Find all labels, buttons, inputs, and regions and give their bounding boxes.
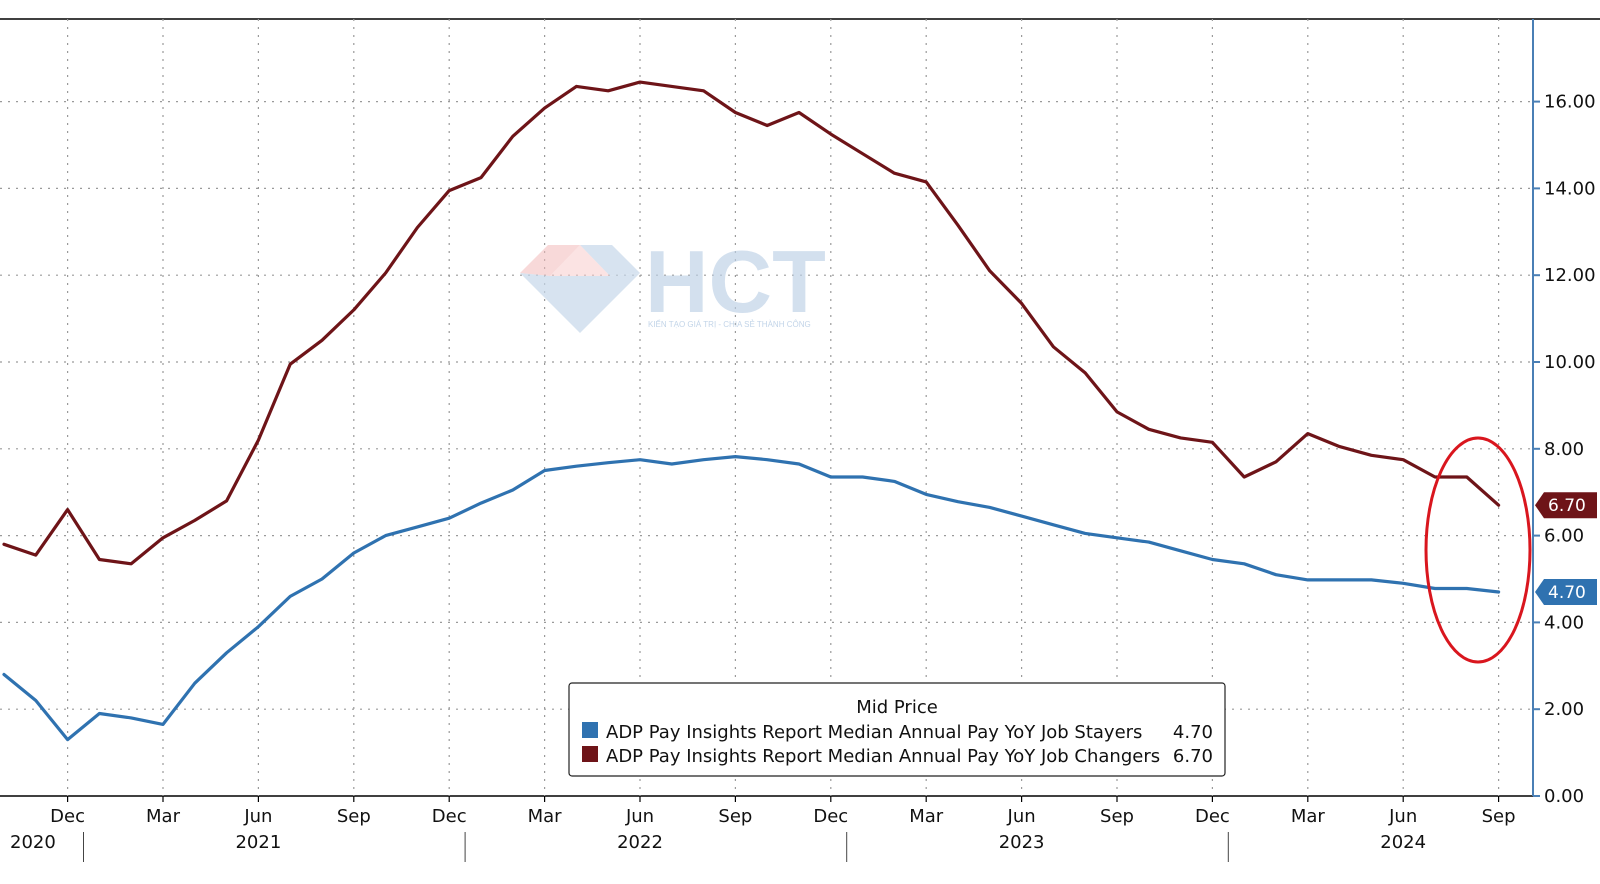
legend-label-changers: ADP Pay Insights Report Median Annual Pa… [606,746,1160,767]
legend-value-changers: 6.70 [1173,746,1213,767]
y-tick-label: 2.00 [1544,699,1584,720]
legend-label-stayers: ADP Pay Insights Report Median Annual Pa… [606,722,1142,743]
year-label: 2020 [10,832,56,853]
axis-ticks: 0.00 2.00 4.00 6.00 8.00 10.00 12.00 14.00 16.00… [10,92,1596,862]
y-tick-label: 0.00 [1544,786,1584,807]
x-tick-label: Jun [1388,806,1417,827]
legend-swatch-stayers [582,722,598,738]
year-label: 2023 [999,832,1045,853]
year-label: 2021 [235,832,281,853]
watermark-logo: HCT KIẾN TẠO GIÁ TRỊ - CHIA SẺ THÀNH CÔN… [520,232,826,333]
legend: Mid Price ADP Pay Insights Report Median… [568,682,1226,777]
last-value-badges: 4.70 6.70 [1535,492,1597,606]
series-line-stayers [2,455,1501,742]
x-tick-label: Dec [50,806,85,827]
series-line-changers [2,80,1501,566]
x-tick-label: Mar [528,806,563,827]
legend-value-stayers: 4.70 [1173,722,1213,743]
last-value-label-changers: 6.70 [1548,496,1586,516]
x-tick-label: Dec [1195,806,1230,827]
year-label: 2024 [1380,832,1426,853]
y-tick-label: 8.00 [1544,439,1584,460]
y-tick-label: 4.00 [1544,612,1584,633]
year-label: 2022 [617,832,663,853]
x-tick-label: Dec [432,806,467,827]
x-tick-label: Jun [1007,806,1036,827]
legend-box [568,682,1226,777]
y-tick-label: 6.00 [1544,526,1584,547]
x-tick-label: Dec [813,806,848,827]
highlight-circle [1424,436,1532,664]
last-value-badge-stayers [1535,579,1597,606]
x-tick-label: Mar [1291,806,1326,827]
last-value-label-stayers: 4.70 [1548,583,1586,603]
last-value-badge-changers [1535,492,1597,519]
x-tick-label: Sep [1100,806,1134,827]
x-tick-label: Jun [243,806,272,827]
x-tick-label: Sep [1482,806,1516,827]
watermark-diamond-top-right [580,245,640,276]
watermark-diamond-top [520,245,580,276]
watermark-diamond-bottom [520,273,640,333]
watermark-diamond-mid [550,245,610,276]
y-tick-label: 16.00 [1544,92,1596,113]
series [2,80,1501,742]
x-tick-label: Sep [718,806,752,827]
x-tick-label: Jun [625,806,654,827]
y-tick-label: 12.00 [1544,265,1596,286]
grid [0,19,1533,796]
x-tick-label: Sep [337,806,371,827]
x-tick-label: Mar [146,806,181,827]
y-tick-label: 10.00 [1544,352,1596,373]
legend-title: Mid Price [856,697,938,718]
watermark-tagline: KIẾN TẠO GIÁ TRỊ - CHIA SẺ THÀNH CÔNG [648,319,811,329]
y-tick-label: 14.00 [1544,178,1596,199]
x-tick-label: Mar [909,806,944,827]
legend-swatch-changers [582,746,598,762]
watermark-brand: HCT [645,232,826,331]
